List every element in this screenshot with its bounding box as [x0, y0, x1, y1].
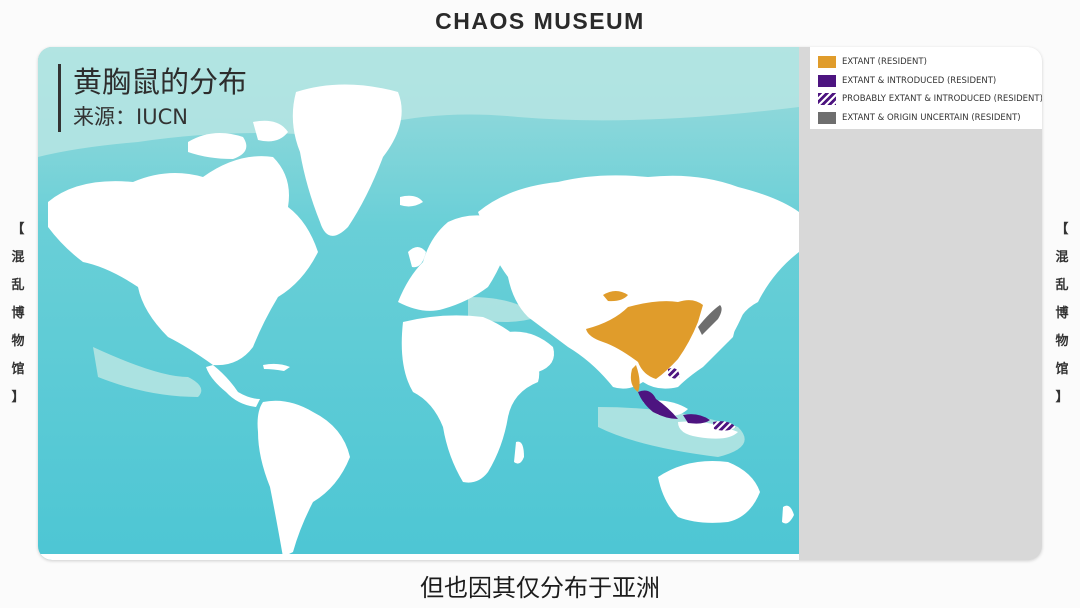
brand-title: CHAOS MUSEUM [435, 8, 645, 34]
side-char: 混 [1055, 250, 1069, 265]
side-bracket-close: 】 [1055, 390, 1069, 405]
map-card: 黄胸鼠的分布 来源：IUCN EXTANT (RESIDENT) EXTANT … [38, 47, 1042, 560]
caption-subtitle: 但也因其仅分布于亚洲 [420, 574, 660, 602]
range-probably-extant-introduced [668, 368, 736, 431]
legend-item: EXTANT (RESIDENT) [818, 53, 1042, 72]
legend-item: EXTANT & INTRODUCED (RESIDENT) [818, 72, 1042, 91]
legend-label: EXTANT & ORIGIN UNCERTAIN (RESIDENT) [842, 112, 1021, 123]
range-extant-introduced [638, 390, 710, 424]
map-title: 黄胸鼠的分布 [73, 65, 248, 99]
side-label-left: 【 混 乱 博 物 馆 】 [8, 216, 28, 412]
side-char: 乱 [11, 278, 25, 293]
side-bracket-open: 【 [1055, 222, 1069, 237]
land [38, 84, 799, 560]
legend-swatch [818, 111, 836, 124]
legend-swatch [818, 74, 836, 87]
side-char: 物 [11, 334, 25, 349]
legend-label: PROBABLY EXTANT & INTRODUCED (RESIDENT) [842, 94, 1042, 105]
legend-swatch [818, 93, 836, 106]
side-char: 馆 [11, 362, 25, 377]
legend-swatch [818, 56, 836, 69]
range-extant [586, 291, 703, 392]
legend-label: EXTANT (RESIDENT) [842, 57, 927, 68]
map-legend: EXTANT (RESIDENT) EXTANT & INTRODUCED (R… [810, 47, 1042, 129]
side-char: 馆 [1055, 362, 1069, 377]
map-title-block: 黄胸鼠的分布 来源：IUCN [58, 64, 247, 132]
side-char: 乱 [1055, 278, 1069, 293]
legend-label: EXTANT & INTRODUCED (RESIDENT) [842, 75, 997, 86]
legend-item: PROBABLY EXTANT & INTRODUCED (RESIDENT) [818, 90, 1042, 109]
legend-item: EXTANT & ORIGIN UNCERTAIN (RESIDENT) [818, 109, 1042, 128]
side-label-right: 【 混 乱 博 物 馆 】 [1052, 216, 1072, 412]
world-map[interactable] [38, 47, 799, 560]
map-source: 来源：IUCN [73, 105, 188, 129]
side-bracket-close: 】 [11, 390, 25, 405]
side-char: 物 [1055, 334, 1069, 349]
side-char: 混 [11, 250, 25, 265]
side-char: 博 [11, 306, 25, 321]
range-origin-uncertain [698, 305, 722, 335]
side-bracket-open: 【 [11, 222, 25, 237]
side-char: 博 [1055, 306, 1069, 321]
